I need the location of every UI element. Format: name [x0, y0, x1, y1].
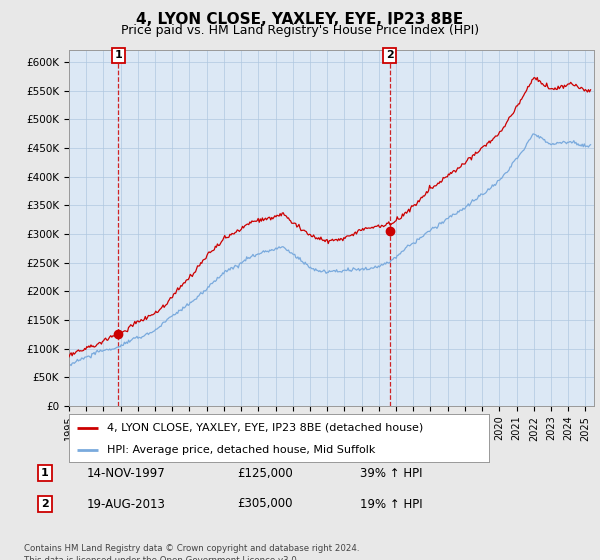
- Text: 4, LYON CLOSE, YAXLEY, EYE, IP23 8BE (detached house): 4, LYON CLOSE, YAXLEY, EYE, IP23 8BE (de…: [107, 423, 423, 433]
- Text: 4, LYON CLOSE, YAXLEY, EYE, IP23 8BE: 4, LYON CLOSE, YAXLEY, EYE, IP23 8BE: [136, 12, 464, 27]
- Text: 2: 2: [41, 499, 49, 509]
- Text: 19% ↑ HPI: 19% ↑ HPI: [360, 497, 422, 511]
- Text: 2: 2: [386, 50, 394, 60]
- Text: HPI: Average price, detached house, Mid Suffolk: HPI: Average price, detached house, Mid …: [107, 445, 375, 455]
- Text: 19-AUG-2013: 19-AUG-2013: [87, 497, 166, 511]
- Text: 39% ↑ HPI: 39% ↑ HPI: [360, 466, 422, 480]
- Text: £125,000: £125,000: [237, 466, 293, 480]
- Text: 1: 1: [41, 468, 49, 478]
- Text: £305,000: £305,000: [237, 497, 293, 511]
- Text: 14-NOV-1997: 14-NOV-1997: [87, 466, 166, 480]
- Text: Contains HM Land Registry data © Crown copyright and database right 2024.
This d: Contains HM Land Registry data © Crown c…: [24, 544, 359, 560]
- Text: Price paid vs. HM Land Registry's House Price Index (HPI): Price paid vs. HM Land Registry's House …: [121, 24, 479, 36]
- Text: 1: 1: [115, 50, 122, 60]
